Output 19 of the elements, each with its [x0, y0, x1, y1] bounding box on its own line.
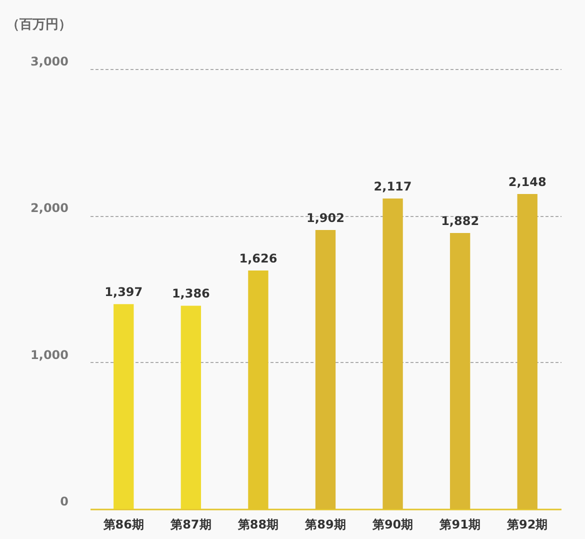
data-label: 1,397	[104, 285, 143, 300]
x-tick-label: 第89期	[304, 518, 346, 532]
data-label: 1,386	[172, 286, 210, 301]
data-label: 2,148	[508, 174, 546, 189]
y-tick-label: 0	[60, 494, 68, 508]
x-tick-label: 第91期	[438, 518, 480, 532]
x-tick-label: 第90期	[371, 518, 414, 532]
data-label: 1,626	[239, 252, 278, 266]
x-tick-label: 第92期	[506, 518, 548, 532]
data-label: 1,882	[441, 214, 480, 228]
x-tick-label: 第86期	[102, 518, 144, 532]
x-tick-label: 第88期	[236, 518, 279, 532]
data-label: 1,902	[306, 211, 344, 226]
y-tick-label: 2,000	[30, 201, 68, 216]
y-tick-label: 1,000	[30, 348, 68, 362]
x-tick-label: 第87期	[170, 518, 212, 532]
y-axis-title: （百万円）	[6, 18, 72, 32]
y-tick-label: 3,000	[30, 54, 68, 68]
data-label: 2,117	[374, 180, 412, 194]
